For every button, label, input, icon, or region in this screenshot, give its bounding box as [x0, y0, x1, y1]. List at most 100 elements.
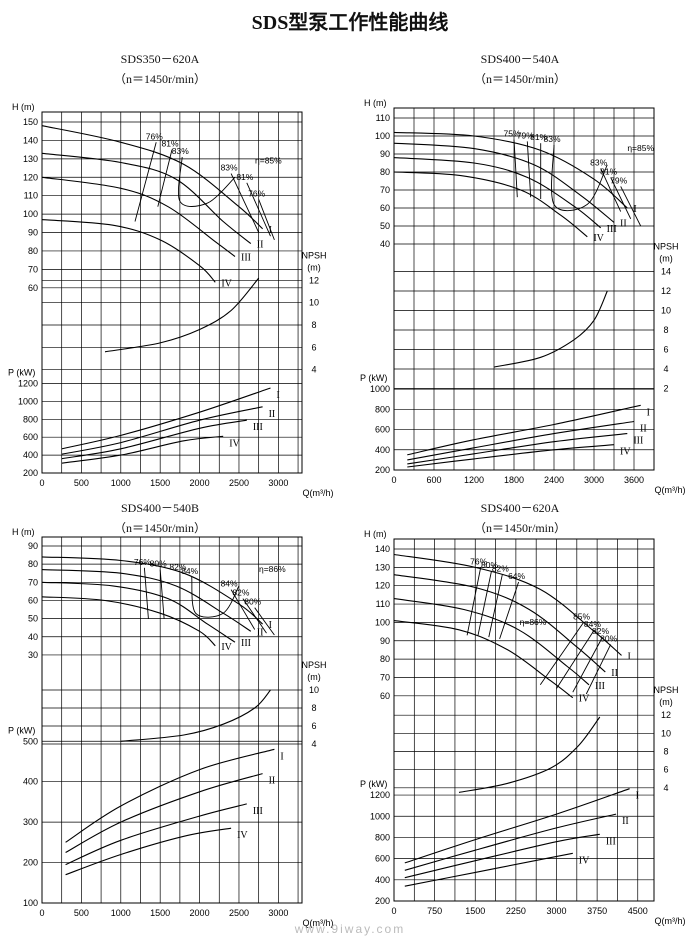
npsh-tick: 8 [663, 747, 668, 757]
head-curve-III [41, 176, 236, 257]
x-tick: 0 [391, 475, 396, 485]
head-curve-III [393, 157, 602, 229]
head-tick: 60 [380, 691, 390, 701]
efficiency-line [230, 173, 260, 233]
npsh-tick: 4 [311, 739, 316, 749]
efficiency-line [499, 581, 520, 640]
head-curve-label-II: II [257, 627, 264, 638]
power-curve-label-II: II [640, 423, 647, 434]
npsh-curve [104, 277, 260, 353]
power-tick: 500 [23, 736, 38, 746]
chart-4-subtitle: （n＝1450r/min） [474, 521, 566, 535]
efficiency-line [572, 636, 603, 693]
head-tick: 90 [380, 636, 390, 646]
npsh-axis-label: NPSH [301, 250, 326, 260]
power-tick: 1000 [370, 384, 390, 394]
x-tick: 1000 [111, 478, 131, 488]
x-tick: 500 [74, 908, 89, 918]
head-curve-label-III: III [595, 681, 605, 692]
power-tick: 1200 [370, 790, 390, 800]
efficiency-label: 83% [590, 157, 607, 167]
npsh-curve [120, 689, 271, 742]
head-tick: 110 [376, 599, 390, 609]
x-tick: 1800 [504, 475, 524, 485]
efficiency-label: 82% [232, 588, 249, 598]
npsh-tick: 12 [661, 286, 671, 296]
head-axis-label: H (m) [364, 529, 387, 539]
efficiency-label: 79% [610, 175, 627, 185]
head-curve-label-III: III [241, 252, 251, 263]
power-curve-IV [404, 852, 573, 887]
head-curve-I [41, 125, 263, 230]
efficiency-label: 84% [221, 579, 238, 589]
x-tick: 3000 [268, 478, 288, 488]
efficiency-line [134, 142, 157, 222]
power-curve-III [61, 419, 247, 460]
x-tick: 1500 [150, 478, 170, 488]
head-curve-I [393, 131, 628, 209]
x-axis-label: Q(m³/h) [303, 488, 334, 498]
x-axis-label: Q(m³/h) [303, 918, 334, 928]
head-tick: 150 [23, 117, 38, 127]
head-tick: 80 [28, 559, 38, 569]
chart-4: 6070809010011012013014020040060080010001… [360, 529, 686, 926]
x-tick: 3750 [587, 906, 607, 916]
npsh-axis-label: NPSH [653, 685, 678, 695]
npsh-curve [493, 290, 608, 368]
head-tick: 120 [375, 581, 390, 591]
x-tick: 1000 [111, 908, 131, 918]
npsh-tick: 8 [663, 325, 668, 335]
power-curve-label-II: II [622, 816, 629, 827]
head-tick: 40 [380, 239, 390, 249]
npsh-axis-unit: (m) [307, 672, 321, 682]
npsh-tick: 6 [663, 765, 668, 775]
power-curve-label-I: I [647, 407, 650, 418]
power-curve-label-II: II [269, 776, 276, 787]
efficiency-line [157, 149, 173, 207]
npsh-axis-unit: (m) [659, 697, 673, 707]
efficiency-label: 83% [221, 163, 238, 173]
power-tick: 600 [375, 425, 390, 435]
x-tick: 0 [39, 908, 44, 918]
power-tick: 400 [375, 445, 390, 455]
head-curve-IV [41, 596, 216, 647]
power-curve-label-III: III [633, 436, 643, 447]
x-tick: 2000 [190, 478, 210, 488]
power-curve-III [407, 433, 628, 465]
head-tick: 90 [28, 541, 38, 551]
x-tick: 0 [391, 906, 396, 916]
efficiency-label: 75% [503, 129, 520, 139]
chart-2-subtitle: （n＝1450r/min） [474, 72, 566, 86]
head-tick: 130 [375, 562, 390, 572]
power-curve-label-IV: IV [620, 447, 631, 458]
x-tick: 4500 [628, 906, 648, 916]
head-curve-IV [41, 219, 216, 283]
efficiency-label: 82% [592, 626, 609, 636]
efficiency-line [620, 186, 642, 227]
head-tick: 70 [28, 577, 38, 587]
head-tick: 90 [28, 228, 38, 238]
power-curve-label-II: II [269, 409, 276, 420]
head-curve-label-IV: IV [579, 694, 590, 705]
x-axis-label: Q(m³/h) [655, 485, 686, 495]
efficiency-label: 80% [244, 597, 261, 607]
npsh-tick: 4 [663, 364, 668, 374]
efficiency-label: 64% [508, 571, 525, 581]
npsh-tick: 10 [309, 685, 319, 695]
head-tick: 50 [380, 221, 390, 231]
efficiency-label: 81% [530, 132, 547, 142]
head-curve-label-I: I [633, 204, 636, 215]
efficiency-label-eta: η=85% [255, 155, 282, 165]
head-axis-label: H (m) [364, 98, 387, 108]
head-curve-label-I: I [628, 651, 631, 662]
head-tick: 100 [375, 131, 390, 141]
npsh-tick: 2 [663, 384, 668, 394]
head-curve-II [41, 569, 252, 632]
efficiency-label: 85% [573, 611, 590, 621]
efficiency-line [600, 168, 622, 212]
power-curve-IV [65, 827, 232, 876]
x-tick: 0 [39, 478, 44, 488]
npsh-tick: 6 [311, 342, 316, 352]
chart-1: 6070809010011012013014015020040060080010… [8, 102, 334, 498]
